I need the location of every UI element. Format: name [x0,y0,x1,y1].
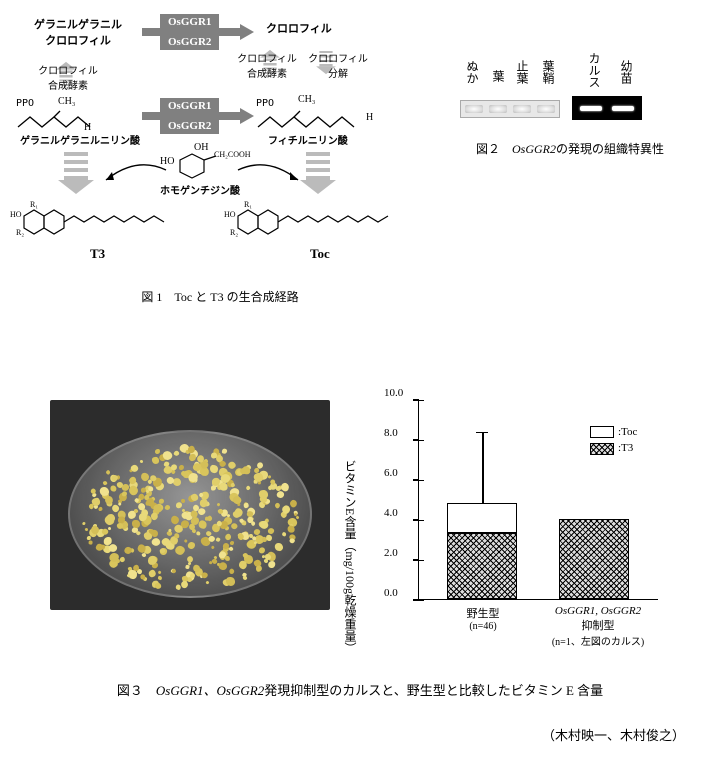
gel-light [460,100,560,118]
vitamin-e-chart: ビタミンE含量（mg/100g乾燥重量） 野生型 (n=46) OsGGR1, … [370,390,680,650]
errorbar-wt [482,433,484,503]
label-r2-t3: R₂ [16,228,24,237]
callus-photo [50,400,330,610]
lane-label-3: 止葉 [514,60,531,84]
curve-arrow-right [228,150,308,200]
chart-legend: :Toc :T3 [590,426,637,455]
label-ho-toc: HO [224,210,236,219]
chem-toc [224,206,404,246]
lane-label-2: 葉 [490,70,507,82]
arrow-down-toc [306,150,330,194]
enzyme-osggr2-top: OsGGR2 [160,34,219,50]
enzyme-osggr2-mid: OsGGR2 [160,118,219,134]
ytick-label: 6.0 [384,467,432,479]
node-phytyl: フィチルニリン酸 [268,132,348,147]
label-r1-toc: R₁ [244,200,252,209]
label-ho-t3: HO [10,210,22,219]
label-r2-toc: R₂ [230,228,238,237]
legend-toc: :Toc [590,426,637,438]
node-chlorophyll: クロロフィル [266,20,332,36]
lane-label-5: カルス [586,52,603,88]
figure-3-panel: ビタミンE含量（mg/100g乾燥重量） 野生型 (n=46) OsGGR1, … [10,390,695,750]
figure-2-gel: ぬか 葉 止葉 葉鞘 カルス 幼苗 図２ OsGGR2の発現の組織特異性 [460,60,690,190]
figure-2-caption: 図２ OsGGR2の発現の組織特異性 [460,140,680,157]
authors: （木村映一、木村俊之） [542,725,685,744]
label-ch3-left: CH₃ [58,96,75,107]
arrow-down-t3 [64,150,88,194]
label-chl-degradation: クロロフィル 分解 [306,50,370,80]
label-chl-synthase-right: クロロフィル 合成酵素 [232,50,302,80]
legend-t3: :T3 [590,442,637,454]
figure-1-caption: 図 1 Toc と T3 の生合成経路 [90,288,350,305]
label-h-right: H [366,112,373,123]
bar-mut-t3 [559,519,629,599]
x-label-mut: OsGGR1, OsGGR2 抑制型 (n=1、左図のカルス) [533,605,663,648]
bar-wt-t3 [447,533,517,599]
figure-3-caption: 図３ OsGGR1、OsGGR2発現抑制型のカルスと、野生型と比較したビタミン … [70,680,650,699]
label-oh-hga: OH [194,142,208,153]
ytick-label: 2.0 [384,547,432,559]
figure-1-pathway: ゲラニルゲラニル クロロフィル OsGGR1 OsGGR2 クロロフィル クロロ… [10,10,430,340]
ytick-label: 4.0 [384,507,432,519]
chem-t3 [10,206,190,246]
node-t3: T3 [90,246,105,262]
node-gg-chlorophyll: ゲラニルゲラニル クロロフィル [18,16,138,48]
lane-label-6: 幼苗 [618,60,635,84]
label-chl-synthase-left: クロロフィル 合成酵素 [28,62,108,92]
errorbar-cap-wt [476,432,488,434]
y-axis-label: ビタミンE含量（mg/100g乾燥重量） [342,460,359,650]
gel-dark [572,96,642,120]
lane-label-4: 葉鞘 [540,60,557,84]
ytick-label: 8.0 [384,427,432,439]
ytick-label: 0.0 [384,587,432,599]
ytick-label: 10.0 [384,387,432,399]
lane-label-1: ぬか [464,60,481,84]
curve-arrow-left [96,150,176,200]
label-ch3-right: CH₃ [298,94,315,105]
bar-wt-toc [447,503,517,533]
node-toc: Toc [310,246,330,262]
x-label-wt: 野生型 (n=46) [433,605,533,632]
label-r1-t3: R₁ [30,200,38,209]
node-ggpp: ゲラニルゲラニルニリン酸 [10,132,150,147]
